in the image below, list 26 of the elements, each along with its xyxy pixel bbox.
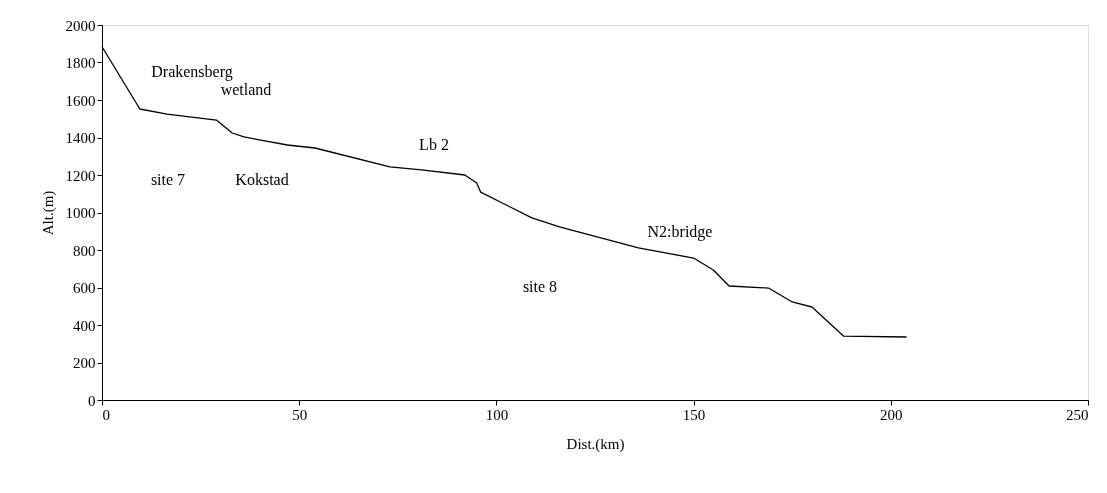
y-tick-label: 0	[88, 392, 96, 409]
annotation: Lb 2	[419, 136, 449, 153]
y-tick-label: 2000	[65, 17, 96, 34]
x-tick-label: 100	[485, 406, 509, 423]
x-tick-label: 200	[880, 406, 903, 423]
x-tick-label: 0	[102, 406, 110, 423]
y-tick-label: 1800	[65, 55, 96, 71]
y-tick-label: 1000	[65, 205, 96, 221]
annotation: Kokstad	[235, 171, 289, 188]
annotation: site 8	[522, 278, 558, 295]
y-axis-title: Alt.(m)	[39, 190, 57, 236]
y-tick-label: 800	[73, 242, 96, 259]
x-tick-label: 250	[1066, 406, 1089, 423]
y-tick-label: 1600	[65, 92, 96, 109]
y-tick-label: 1200	[65, 167, 96, 184]
annotation: N2:bridge	[647, 223, 713, 241]
annotation: Drakensberg	[151, 63, 233, 81]
y-tick-label: 200	[73, 355, 96, 371]
x-tick-label: 50	[292, 406, 308, 423]
annotation: wetland	[220, 81, 272, 98]
x-tick-label: 150	[682, 406, 706, 423]
annotation: site 7	[150, 171, 186, 188]
x-axis-title: Dist.(km)	[566, 435, 625, 453]
y-tick-label: 600	[73, 280, 96, 296]
y-tick-label: 400	[73, 317, 96, 334]
y-tick-label: 1400	[65, 130, 96, 146]
